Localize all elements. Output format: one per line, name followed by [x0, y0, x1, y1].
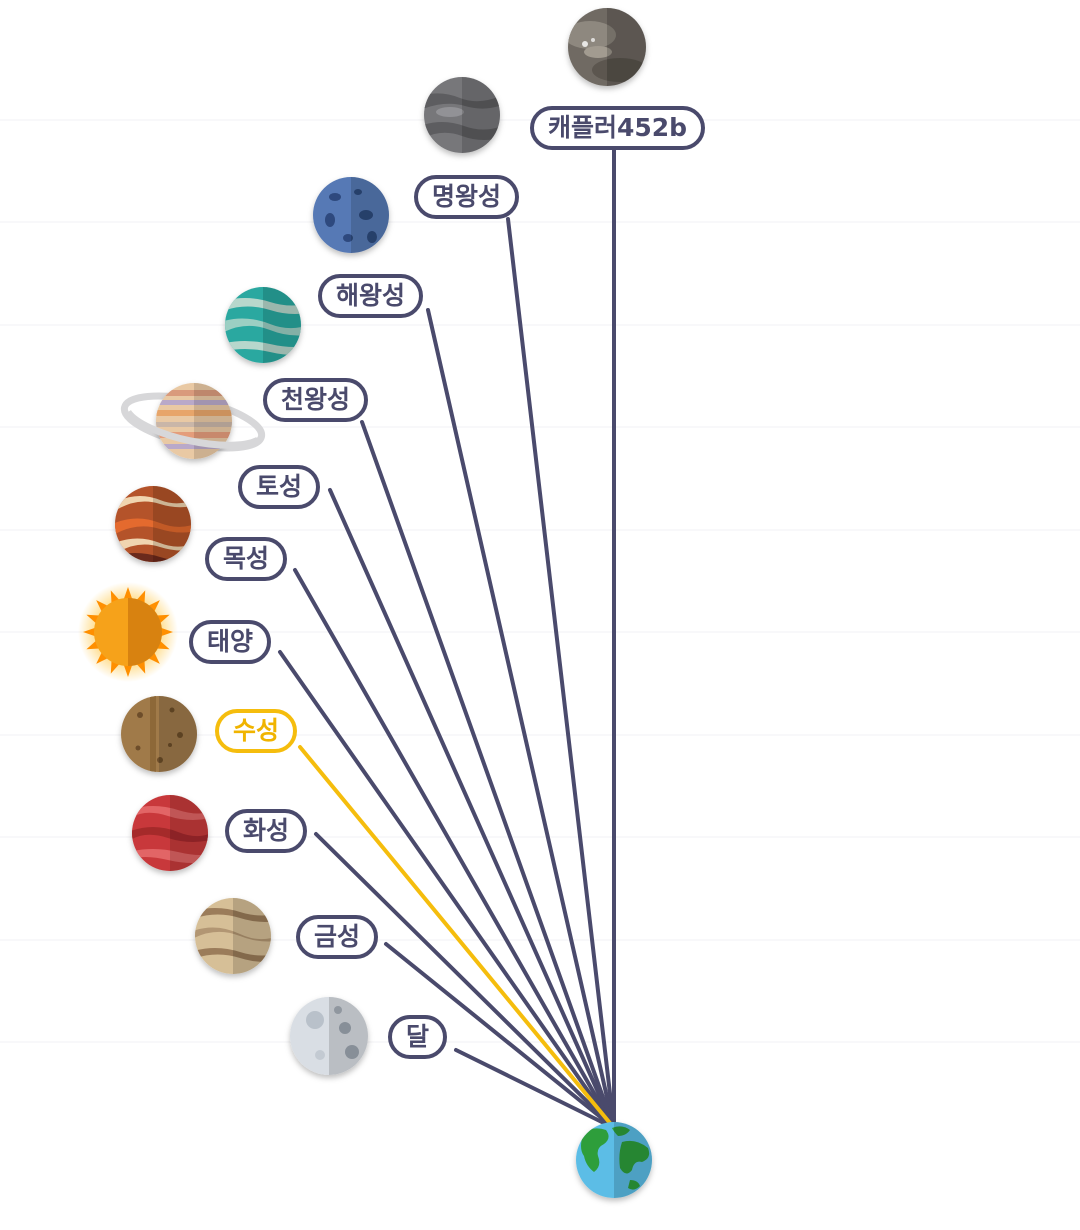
- connector-line-mercury: [298, 745, 616, 1130]
- mercury-icon[interactable]: [121, 690, 209, 780]
- connector-line-uranus: [360, 420, 616, 1130]
- jupiter-icon[interactable]: [110, 480, 210, 570]
- moon-icon[interactable]: [290, 990, 379, 1080]
- connector-line-neptune: [426, 308, 616, 1130]
- sun-ray: [123, 664, 133, 677]
- pluto-icon[interactable]: [420, 70, 512, 160]
- neptune-icon[interactable]: [313, 170, 401, 260]
- label-mars[interactable]: 화성: [225, 809, 308, 853]
- connector-line-pluto: [506, 217, 616, 1130]
- label-uranus[interactable]: 천왕성: [263, 378, 369, 422]
- sun-ray: [96, 600, 108, 612]
- label-venus[interactable]: 금성: [296, 915, 379, 959]
- sun-ray: [160, 627, 173, 637]
- sun-ray: [148, 652, 160, 664]
- label-pluto[interactable]: 명왕성: [414, 175, 520, 219]
- sun-ray: [96, 652, 108, 664]
- label-saturn[interactable]: 토성: [238, 465, 321, 509]
- label-jupiter[interactable]: 목성: [205, 537, 288, 581]
- connector-line-moon: [454, 1048, 616, 1130]
- sun-ray: [148, 600, 160, 612]
- sun-ray: [123, 587, 133, 600]
- earth-icon[interactable]: [576, 1118, 664, 1208]
- connector-line-mars: [314, 832, 616, 1130]
- venus-icon[interactable]: [190, 890, 290, 980]
- label-moon[interactable]: 달: [388, 1015, 448, 1059]
- saturn-icon[interactable]: [120, 380, 266, 470]
- label-sun[interactable]: 태양: [189, 620, 272, 664]
- mars-icon[interactable]: [128, 790, 220, 880]
- kepler-452b-icon[interactable]: [564, 0, 667, 100]
- connector-line-venus: [384, 942, 616, 1130]
- sun-ray: [83, 627, 96, 637]
- label-neptune[interactable]: 해왕성: [318, 274, 424, 318]
- connector-line-jupiter: [293, 568, 616, 1130]
- label-kepler-452b[interactable]: 캐플러452b: [530, 106, 706, 150]
- label-mercury[interactable]: 수성: [215, 709, 298, 753]
- connector-line-sun: [278, 650, 616, 1130]
- sun-icon[interactable]: [78, 582, 178, 682]
- connector-line-saturn: [328, 488, 616, 1130]
